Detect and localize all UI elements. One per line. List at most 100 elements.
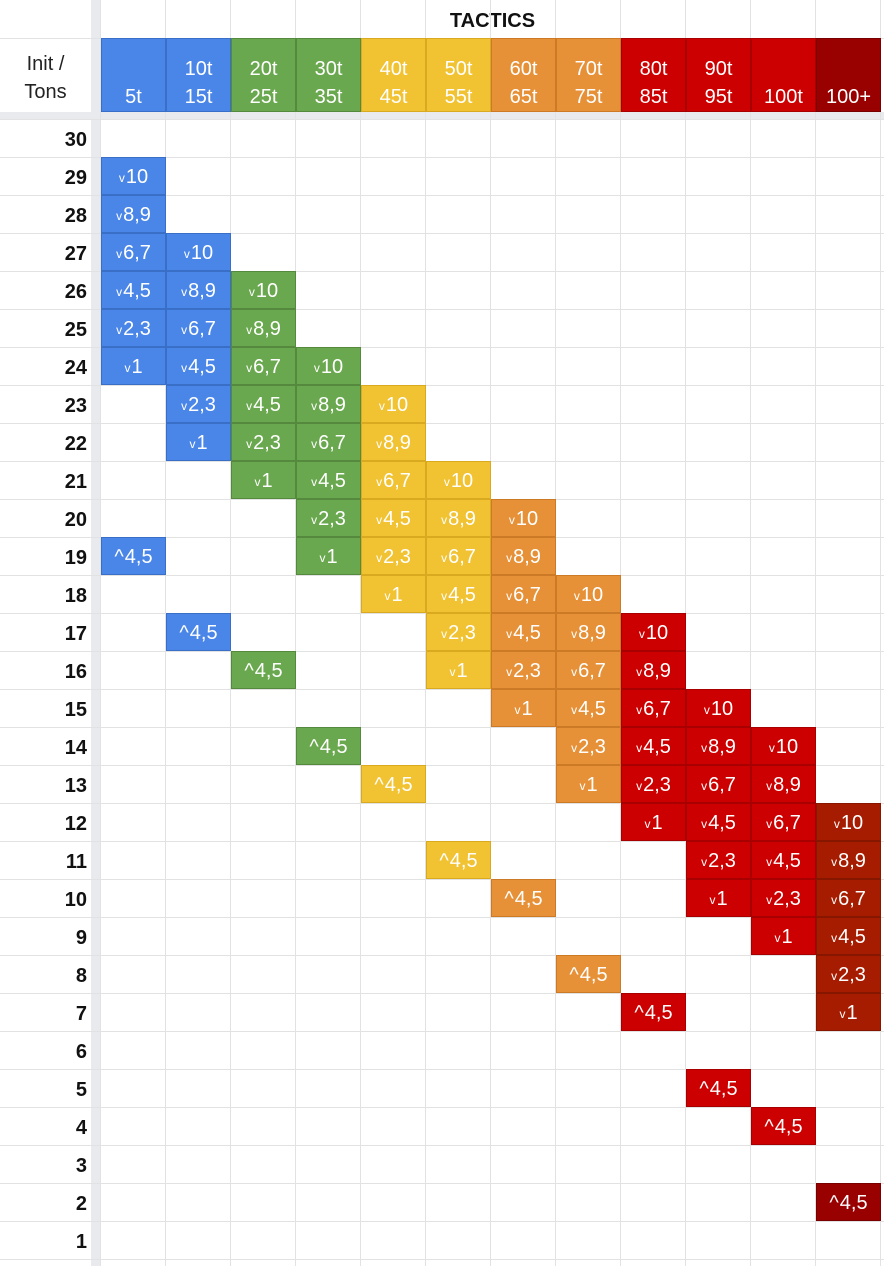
tactics-cell[interactable]: v2,3 [556,727,621,765]
tactics-cell[interactable]: v4,5 [556,689,621,727]
tactics-cell[interactable]: v2,3 [816,955,881,993]
tactics-cell[interactable]: v4,5 [816,917,881,955]
tactics-cell[interactable]: v2,3 [426,613,491,651]
tactics-cell[interactable]: v8,9 [621,651,686,689]
tactics-cell[interactable]: v8,9 [426,499,491,537]
tactics-cell[interactable]: v2,3 [101,309,166,347]
tactics-cell[interactable]: v2,3 [491,651,556,689]
tactics-cell[interactable]: v6,7 [231,347,296,385]
tactics-cell[interactable]: v1 [556,765,621,803]
tactics-cell[interactable]: v10 [231,271,296,309]
tactics-cell[interactable]: v1 [296,537,361,575]
tactics-cell[interactable]: v8,9 [101,195,166,233]
tactics-cell[interactable]: v2,3 [751,879,816,917]
tactics-cell[interactable]: ^4,5 [101,537,166,575]
tactics-cell[interactable]: v6,7 [296,423,361,461]
tactics-cell[interactable]: v1 [361,575,426,613]
tactics-cell[interactable]: v10 [686,689,751,727]
tactics-cell[interactable]: v10 [361,385,426,423]
tactics-cell[interactable]: v8,9 [166,271,231,309]
tactics-cell[interactable]: v4,5 [491,613,556,651]
tactics-cell[interactable]: v1 [166,423,231,461]
tactics-cell[interactable]: v2,3 [296,499,361,537]
tactics-cell[interactable]: ^4,5 [686,1069,751,1107]
tactics-cell[interactable]: ^4,5 [621,993,686,1031]
tactics-cell[interactable]: v6,7 [361,461,426,499]
tactics-cell[interactable]: v8,9 [751,765,816,803]
tactics-cell[interactable]: v2,3 [166,385,231,423]
tactics-cell[interactable]: ^4,5 [491,879,556,917]
tactics-cell[interactable]: v8,9 [556,613,621,651]
tactics-cell[interactable]: v2,3 [686,841,751,879]
tactics-cell[interactable]: ^4,5 [296,727,361,765]
tactics-cell[interactable]: v1 [621,803,686,841]
tactics-cell[interactable]: ^4,5 [751,1107,816,1145]
column-header[interactable]: 80t 85t [621,38,686,112]
tactics-cell[interactable]: v8,9 [361,423,426,461]
tactics-cell[interactable]: v10 [101,157,166,195]
tactics-cell[interactable]: v1 [231,461,296,499]
tactics-cell[interactable]: ^4,5 [556,955,621,993]
column-header[interactable]: 10t 15t [166,38,231,112]
tactics-cell[interactable]: ^4,5 [361,765,426,803]
tactics-cell[interactable]: v4,5 [296,461,361,499]
tactics-cell[interactable]: v4,5 [426,575,491,613]
tactics-cell[interactable]: v4,5 [231,385,296,423]
tactics-cell[interactable]: v10 [816,803,881,841]
tactics-cell[interactable]: v10 [621,613,686,651]
tactics-cell[interactable]: v6,7 [621,689,686,727]
check-down-marker: v [116,285,123,299]
tactics-cell[interactable]: v10 [166,233,231,271]
tactics-cell[interactable]: v4,5 [686,803,751,841]
tactics-cell[interactable]: v1 [816,993,881,1031]
tactics-cell[interactable]: v2,3 [361,537,426,575]
tactics-cell[interactable]: v4,5 [751,841,816,879]
tactics-cell[interactable]: v6,7 [686,765,751,803]
column-header[interactable]: 50t 55t [426,38,491,112]
tactics-cell[interactable]: v6,7 [491,575,556,613]
tactics-cell[interactable]: v1 [751,917,816,955]
tactics-cell[interactable]: v6,7 [556,651,621,689]
column-header[interactable]: 30t 35t [296,38,361,112]
tactics-cell[interactable]: v8,9 [296,385,361,423]
tactics-cell[interactable]: v10 [426,461,491,499]
column-header[interactable]: 100t [751,38,816,112]
tactics-cell[interactable]: v10 [491,499,556,537]
column-header[interactable]: 90t 95t [686,38,751,112]
tactics-cell[interactable]: ^4,5 [426,841,491,879]
column-header[interactable]: 20t 25t [231,38,296,112]
tactics-cell[interactable]: v6,7 [816,879,881,917]
tactics-cell[interactable]: v10 [296,347,361,385]
tactics-cell[interactable]: v4,5 [101,271,166,309]
tactics-cell[interactable]: v4,5 [166,347,231,385]
tactics-cell[interactable]: v2,3 [621,765,686,803]
tactics-cell[interactable]: v1 [426,651,491,689]
cell-value: 10 [450,470,474,492]
tactics-cell[interactable]: v8,9 [231,309,296,347]
tactics-cell[interactable]: ^4,5 [816,1183,881,1221]
tactics-cell[interactable]: v8,9 [491,537,556,575]
column-header[interactable]: 70t 75t [556,38,621,112]
tactics-cell[interactable]: v6,7 [751,803,816,841]
column-header[interactable]: 5t [101,38,166,112]
tactics-cell[interactable]: v8,9 [686,727,751,765]
column-header[interactable]: 40t 45t [361,38,426,112]
tactics-cell[interactable]: v6,7 [166,309,231,347]
tactics-cell[interactable]: ^4,5 [166,613,231,651]
tactics-cell[interactable]: v10 [751,727,816,765]
tactics-cell[interactable]: v4,5 [621,727,686,765]
tactics-cell[interactable]: v1 [491,689,556,727]
caret-up-marker: ^ [699,1078,709,1100]
column-header[interactable]: 100+ [816,38,881,112]
tactics-cell[interactable]: v1 [101,347,166,385]
tactics-cell[interactable]: v2,3 [231,423,296,461]
tactics-cell[interactable]: v6,7 [426,537,491,575]
tactics-cell[interactable]: v8,9 [816,841,881,879]
tactics-cell[interactable]: v10 [556,575,621,613]
column-header[interactable]: 60t 65t [491,38,556,112]
tactics-cell[interactable]: v1 [686,879,751,917]
tactics-cell[interactable]: v6,7 [101,233,166,271]
tactics-cell[interactable]: v4,5 [361,499,426,537]
tactics-cell[interactable]: ^4,5 [231,651,296,689]
